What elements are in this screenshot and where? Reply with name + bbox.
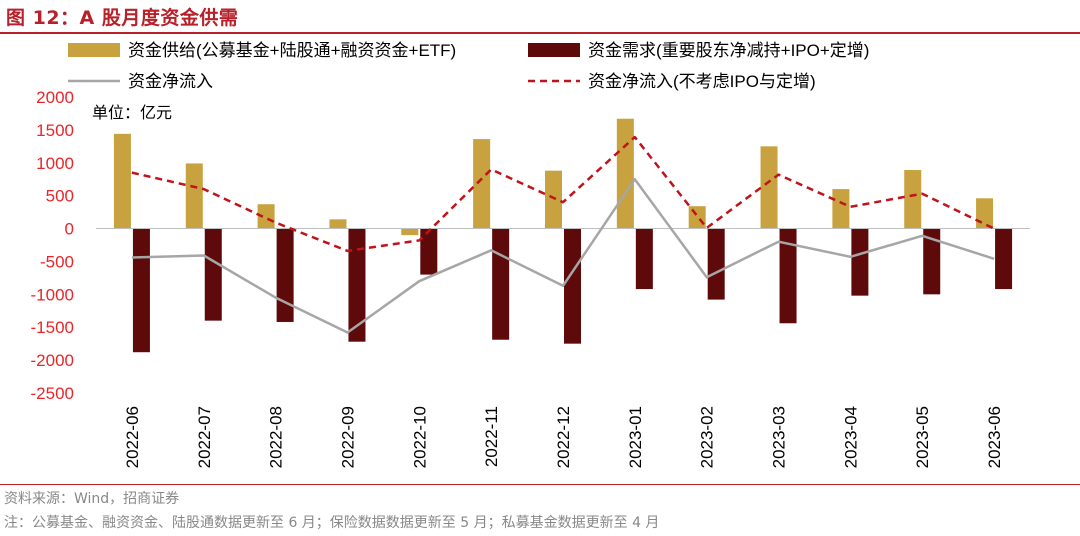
y-tick-label: -1500 xyxy=(31,318,74,337)
bar-demand xyxy=(276,228,294,322)
bar-supply xyxy=(976,198,994,229)
bar-supply xyxy=(257,204,275,229)
x-tick-label: 2022-11 xyxy=(482,406,501,467)
x-tick-label: 2022-07 xyxy=(195,406,214,468)
bar-demand xyxy=(564,228,581,344)
x-tick-label: 2022-12 xyxy=(554,406,573,468)
y-tick-label: -500 xyxy=(40,252,74,271)
x-tick-label: 2022-10 xyxy=(410,406,429,468)
title-rule xyxy=(0,32,1080,34)
bar-supply xyxy=(329,219,347,229)
legend-label-demand: 资金需求(重要股东净减持+IPO+定增) xyxy=(588,41,869,60)
legend-label-supply: 资金供给(公募基金+陆股通+融资资金+ETF) xyxy=(128,41,456,60)
line-net-flow xyxy=(131,177,995,334)
line-net-flow-ex xyxy=(131,135,995,253)
x-tick-label: 2022-09 xyxy=(339,406,358,468)
bar-demand xyxy=(995,228,1013,290)
y-tick-label: 1500 xyxy=(36,121,74,140)
chart-area: 资金供给(公募基金+陆股通+融资资金+ETF) 资金需求(重要股东净减持+IPO+… xyxy=(31,41,1030,468)
bar-supply xyxy=(113,133,131,229)
bar-supply xyxy=(545,170,562,229)
legend-swatch-supply xyxy=(68,43,120,57)
bar-supply xyxy=(401,228,419,236)
bar-supply xyxy=(616,118,634,229)
bar-demand xyxy=(348,228,366,342)
y-tick-label: 0 xyxy=(65,220,74,239)
y-tick-label: 2000 xyxy=(36,88,74,107)
x-tick-label: 2023-05 xyxy=(913,406,932,468)
y-tick-label: -2000 xyxy=(31,351,74,370)
x-tick-label: 2022-06 xyxy=(123,406,142,468)
x-tick-label: 2023-02 xyxy=(698,406,717,468)
legend-label-net-flow-ex: 资金净流入(不考虑IPO与定增) xyxy=(588,72,816,91)
footer-rule xyxy=(0,484,1080,485)
unit-label: 单位：亿元 xyxy=(92,104,172,122)
y-tick-label: 500 xyxy=(46,187,74,206)
bar-supply xyxy=(832,189,850,229)
data-note: 注：公募基金、融资资金、陆股通数据更新至 6 月；保险数据数据更新至 5 月；私… xyxy=(4,515,660,531)
x-tick-label: 2023-06 xyxy=(985,406,1004,468)
source-note: 资料来源：Wind，招商证券 xyxy=(4,491,180,507)
bar-demand xyxy=(923,228,941,295)
x-tick-label: 2023-03 xyxy=(770,406,789,468)
bar-supply xyxy=(904,170,922,229)
y-tick-label: 1000 xyxy=(36,154,74,173)
y-tick-label: -1000 xyxy=(31,285,74,304)
figure-title: 图 12：A 股月度资金供需 xyxy=(6,7,239,29)
bar-demand xyxy=(851,228,869,296)
x-tick-label: 2022-08 xyxy=(267,406,286,468)
bar-supply xyxy=(688,206,706,229)
bar-supply xyxy=(473,139,491,229)
bar-supply xyxy=(760,146,778,229)
bar-demand xyxy=(420,228,438,275)
bar-demand xyxy=(492,228,510,340)
bar-demand xyxy=(635,228,653,290)
x-tick-label: 2023-01 xyxy=(626,406,645,468)
legend-label-net-flow: 资金净流入 xyxy=(128,72,213,91)
bar-demand xyxy=(204,228,222,321)
y-tick-label: -2500 xyxy=(31,384,74,403)
bar-demand xyxy=(132,228,150,353)
bar-demand xyxy=(707,228,725,300)
bar-demand xyxy=(779,228,797,324)
bar-supply xyxy=(185,163,203,229)
x-tick-label: 2023-04 xyxy=(841,406,860,468)
legend-swatch-demand xyxy=(528,43,580,57)
